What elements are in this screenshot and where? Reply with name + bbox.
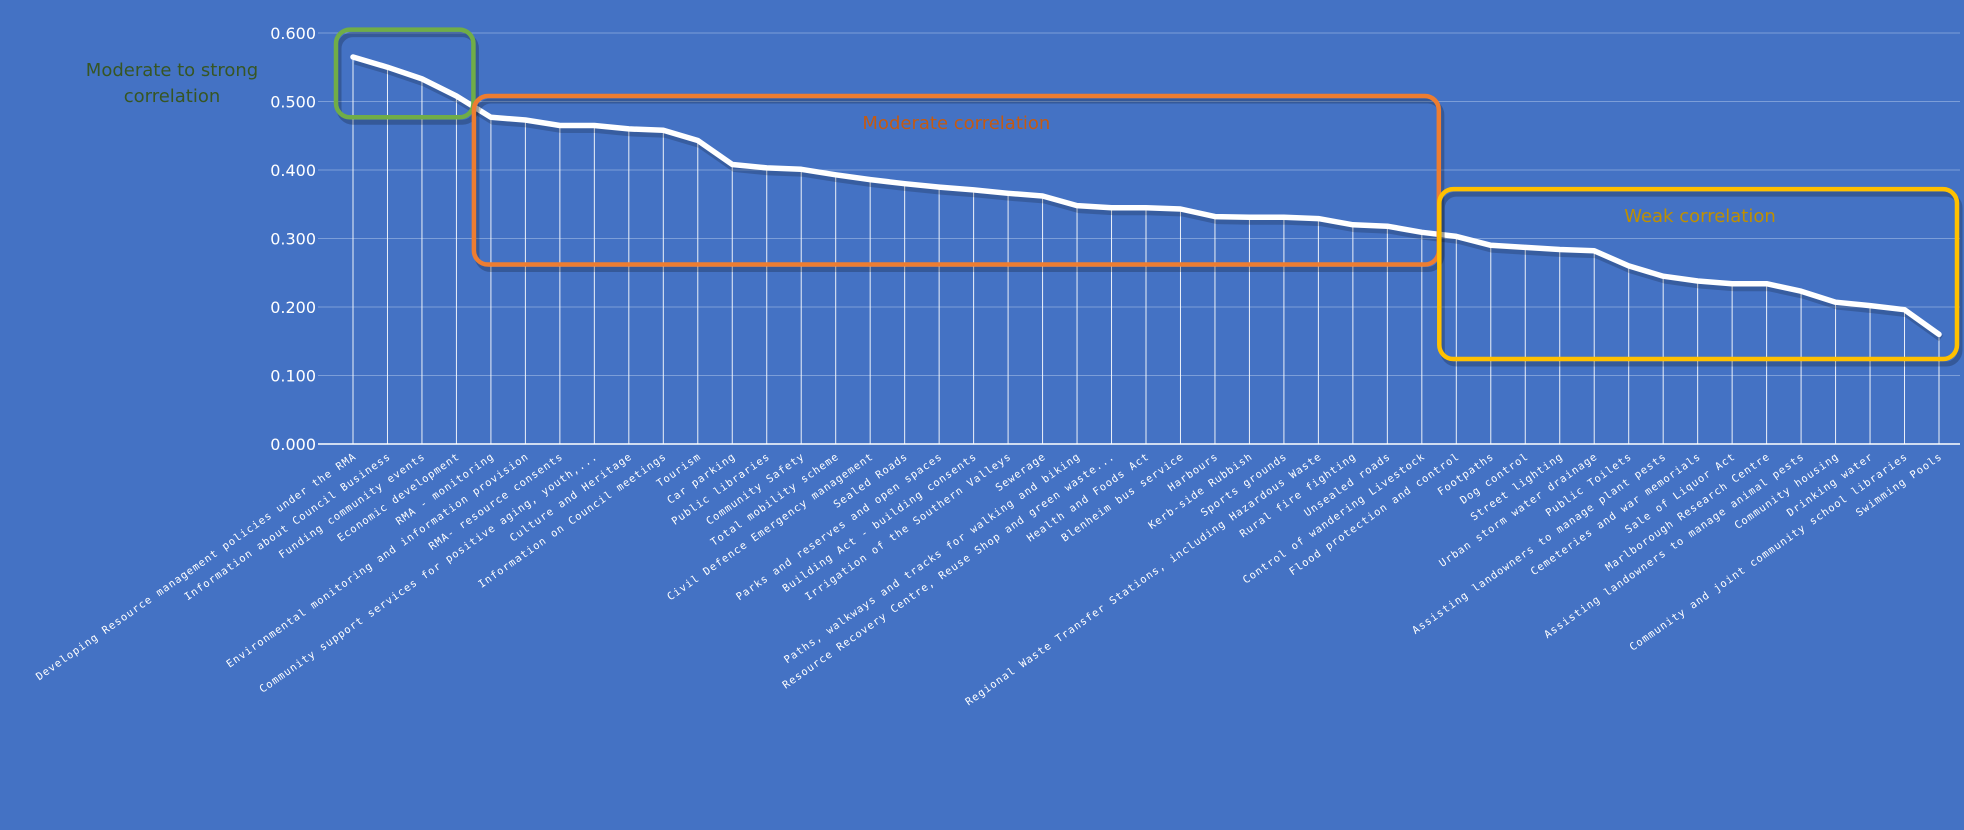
data-point <box>1868 304 1872 308</box>
data-point <box>1385 224 1389 228</box>
data-point <box>1523 245 1527 249</box>
data-point <box>903 182 907 186</box>
strong-correlation-label-line: correlation <box>124 86 221 107</box>
data-point <box>1627 264 1631 268</box>
y-tick-label: 0.200 <box>270 298 316 317</box>
gridlines <box>318 32 1960 445</box>
data-point <box>1696 279 1700 283</box>
data-point <box>1282 215 1286 219</box>
data-point <box>1661 274 1665 278</box>
data-point <box>627 127 631 131</box>
data-point <box>1765 282 1769 286</box>
data-point <box>1834 300 1838 304</box>
y-tick-label: 0.400 <box>270 161 316 180</box>
data-point <box>1247 215 1251 219</box>
data-point <box>1041 194 1045 198</box>
moderate-correlation-box <box>471 93 1442 267</box>
data-point <box>1592 249 1596 253</box>
data-point <box>1006 191 1010 195</box>
moderate-correlation-label: Moderate correlation <box>862 113 1050 134</box>
annotations: Moderate to strong correlation Moderate co… <box>86 27 1963 367</box>
y-tick-label: 0.000 <box>270 435 316 454</box>
weak-correlation-box-shadow <box>1439 191 1963 367</box>
data-point <box>1110 206 1114 210</box>
data-point <box>1213 215 1217 219</box>
data-point <box>454 94 458 98</box>
data-point <box>385 65 389 69</box>
data-point <box>1178 207 1182 211</box>
y-tick-label: 0.300 <box>270 230 316 249</box>
data-point <box>661 128 665 132</box>
moderate-correlation-box-shadow <box>474 98 1445 273</box>
data-point <box>765 166 769 170</box>
data-point <box>1454 234 1458 238</box>
strong-correlation-box <box>333 27 476 120</box>
data-point <box>489 115 493 119</box>
data-point <box>1937 332 1941 336</box>
data-point <box>351 55 355 59</box>
weak-correlation-label: Weak correlation <box>1624 206 1776 227</box>
data-point <box>730 163 734 167</box>
y-tick-label: 0.500 <box>270 93 316 112</box>
data-point <box>1558 247 1562 251</box>
data-point <box>834 173 838 177</box>
data-point <box>1489 243 1493 247</box>
data-point <box>1316 217 1320 221</box>
data-point <box>1075 204 1079 208</box>
series-line-shadow <box>354 57 1944 342</box>
data-point <box>799 167 803 171</box>
weak-correlation-box <box>1437 186 1960 362</box>
data-point <box>868 178 872 182</box>
data-point <box>1799 289 1803 293</box>
strong-correlation-label-line: Moderate to strong <box>86 60 258 81</box>
data-point <box>1420 230 1424 234</box>
y-tick-label: 0.100 <box>270 367 316 386</box>
data-point <box>592 123 596 127</box>
data-point <box>420 77 424 81</box>
data-point <box>1730 282 1734 286</box>
y-axis: 0.000 0.100 0.200 0.300 0.400 0.500 0.600 <box>270 24 316 454</box>
data-point <box>558 123 562 127</box>
y-tick-label: 0.600 <box>270 24 316 43</box>
data-point <box>523 118 527 122</box>
strong-correlation-label: Moderate to strong correlation <box>86 60 258 107</box>
data-point <box>972 188 976 192</box>
data-point <box>1144 206 1148 210</box>
data-series <box>350 54 1944 342</box>
data-point <box>1903 308 1907 312</box>
data-point <box>937 185 941 189</box>
data-point <box>1351 223 1355 227</box>
strong-correlation-box-shadow <box>336 32 479 125</box>
data-point <box>696 139 700 143</box>
